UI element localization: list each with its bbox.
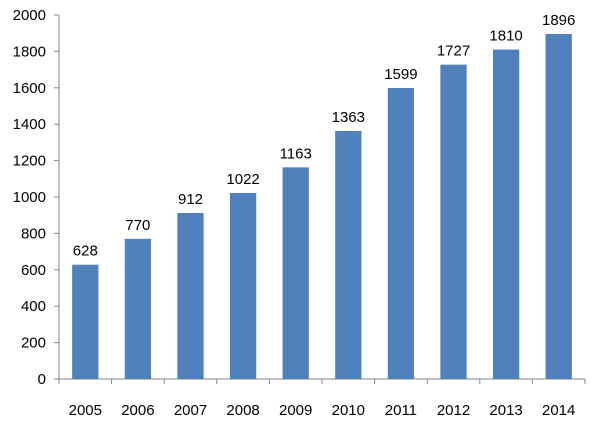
y-tick-label: 1000 <box>13 189 46 206</box>
x-tick-label: 2010 <box>332 402 365 419</box>
y-tick-label: 800 <box>21 225 46 242</box>
data-label-2013: 1810 <box>489 28 522 45</box>
data-labels: 628 770 912 1022 1163 1363 1599 1727 1810 1896 <box>73 12 576 260</box>
bar-2010 <box>335 130 362 379</box>
y-tick-label: 200 <box>21 335 46 352</box>
x-axis: 2005 2006 2007 2008 2009 2010 2011 2012 2013 2014 <box>58 378 586 419</box>
data-label-2012: 1727 <box>437 43 470 60</box>
bar-2007 <box>177 213 204 379</box>
y-tick-label: 600 <box>21 262 46 279</box>
bar-2005 <box>72 264 99 379</box>
x-tick-label: 2005 <box>69 402 102 419</box>
data-label-2005: 628 <box>73 243 98 260</box>
data-label-2010: 1363 <box>332 109 365 126</box>
bar-2012 <box>440 64 467 379</box>
y-tick-label: 0 <box>38 371 46 388</box>
y-tick-label: 1400 <box>13 116 46 133</box>
bar-2008 <box>229 192 257 379</box>
y-tick-label: 1600 <box>13 80 46 97</box>
y-axis: 0 200 400 600 800 1000 1200 1400 1600 1800 2000 <box>13 7 60 388</box>
y-tick-label: 1200 <box>13 153 46 170</box>
x-tick-label: 2008 <box>226 402 259 419</box>
x-tick-label: 2011 <box>385 402 417 419</box>
x-tick-label: 2012 <box>437 402 470 419</box>
data-label-2011: 1599 <box>384 66 417 83</box>
x-tick-label: 2007 <box>174 402 207 419</box>
data-label-2009: 1163 <box>280 145 312 162</box>
x-tick-label: 2014 <box>542 402 575 419</box>
data-label-2006: 770 <box>125 217 150 234</box>
bar-2011 <box>387 87 415 380</box>
bar-2014 <box>545 33 572 379</box>
bar-series <box>72 33 572 380</box>
x-tick-label: 2009 <box>279 402 312 419</box>
data-label-2014: 1896 <box>542 12 575 29</box>
x-tick-label: 2013 <box>489 402 522 419</box>
y-tick-label: 1800 <box>13 43 46 60</box>
y-tick-label: 400 <box>21 298 46 315</box>
bar-2006 <box>124 238 152 379</box>
bar-2013 <box>492 49 520 380</box>
data-label-2007: 912 <box>178 191 203 208</box>
data-label-2008: 1022 <box>226 171 259 188</box>
x-tick-label: 2006 <box>121 402 154 419</box>
y-tick-label: 2000 <box>13 7 46 24</box>
bar-2009 <box>282 167 309 379</box>
